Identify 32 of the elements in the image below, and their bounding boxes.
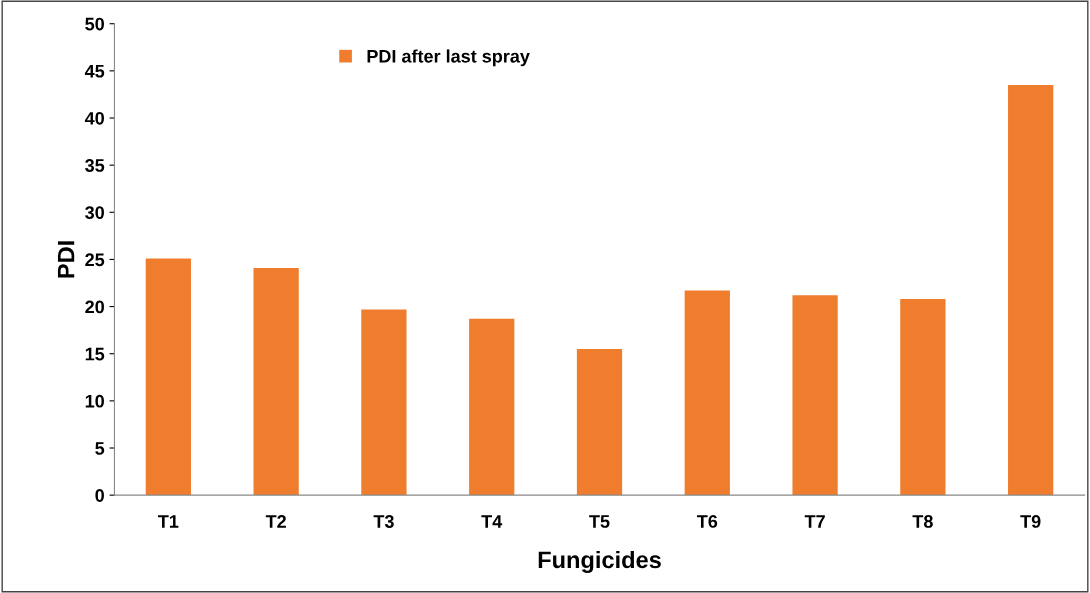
x-tick-label: T1 <box>158 515 179 528</box>
x-tick-label: T5 <box>589 515 610 528</box>
bar <box>469 318 515 496</box>
y-tick-label: 25 <box>85 253 105 267</box>
x-tick-label: T4 <box>481 515 503 528</box>
x-axis-title: Fungicides <box>538 550 661 573</box>
y-tick-label: 30 <box>85 206 104 220</box>
y-tick-label: 0 <box>95 489 104 502</box>
y-tick-label: 10 <box>85 394 104 408</box>
bar <box>576 349 623 496</box>
y-tick-label: 35 <box>85 159 105 172</box>
bar <box>253 267 299 496</box>
y-tick-label: 15 <box>85 347 105 361</box>
bar <box>900 299 946 496</box>
bar <box>792 295 838 496</box>
legend-label: PDI after last spray <box>367 49 530 67</box>
y-tick-label: 20 <box>85 300 104 314</box>
x-tick-label: T8 <box>912 515 933 528</box>
x-tick-label: T3 <box>373 515 394 528</box>
bar <box>145 258 191 496</box>
bar <box>361 309 407 496</box>
y-axis-title: PDI <box>57 241 75 278</box>
x-tick-label: T2 <box>265 515 286 528</box>
bar <box>684 290 730 496</box>
y-tick-label: 5 <box>95 442 105 455</box>
y-tick-label: 50 <box>85 17 104 31</box>
bar <box>1008 85 1054 496</box>
x-tick-label: T6 <box>696 515 718 528</box>
x-tick-label: T7 <box>804 515 825 528</box>
y-tick-label: 45 <box>84 64 105 78</box>
x-tick-label: T9 <box>1020 515 1041 528</box>
y-tick-label: 40 <box>84 111 104 125</box>
